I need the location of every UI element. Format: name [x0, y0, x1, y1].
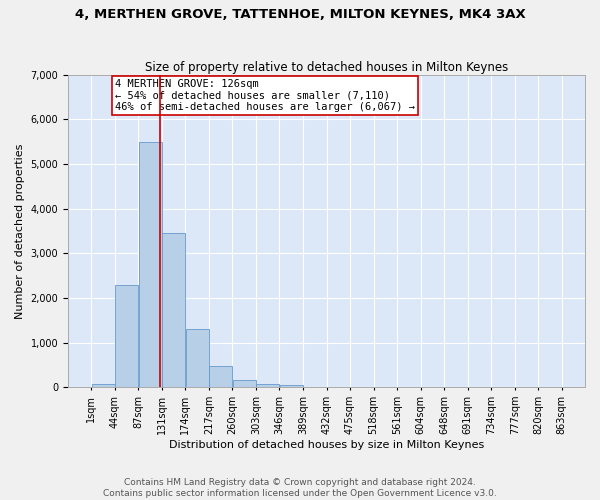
Bar [92, 384, 115, 388]
Bar [185, 329, 209, 388]
Text: 4 MERTHEN GROVE: 126sqm
← 54% of detached houses are smaller (7,110)
46% of semi: 4 MERTHEN GROVE: 126sqm ← 54% of detache… [115, 79, 415, 112]
Text: Contains HM Land Registry data © Crown copyright and database right 2024.
Contai: Contains HM Land Registry data © Crown c… [103, 478, 497, 498]
Bar [162, 233, 185, 388]
Bar [256, 384, 279, 388]
Bar [280, 386, 303, 388]
X-axis label: Distribution of detached houses by size in Milton Keynes: Distribution of detached houses by size … [169, 440, 484, 450]
Bar [233, 380, 256, 388]
Text: 4, MERTHEN GROVE, TATTENHOE, MILTON KEYNES, MK4 3AX: 4, MERTHEN GROVE, TATTENHOE, MILTON KEYN… [74, 8, 526, 20]
Bar [139, 142, 161, 388]
Bar [209, 366, 232, 388]
Y-axis label: Number of detached properties: Number of detached properties [15, 144, 25, 318]
Bar [115, 286, 138, 388]
Title: Size of property relative to detached houses in Milton Keynes: Size of property relative to detached ho… [145, 60, 508, 74]
